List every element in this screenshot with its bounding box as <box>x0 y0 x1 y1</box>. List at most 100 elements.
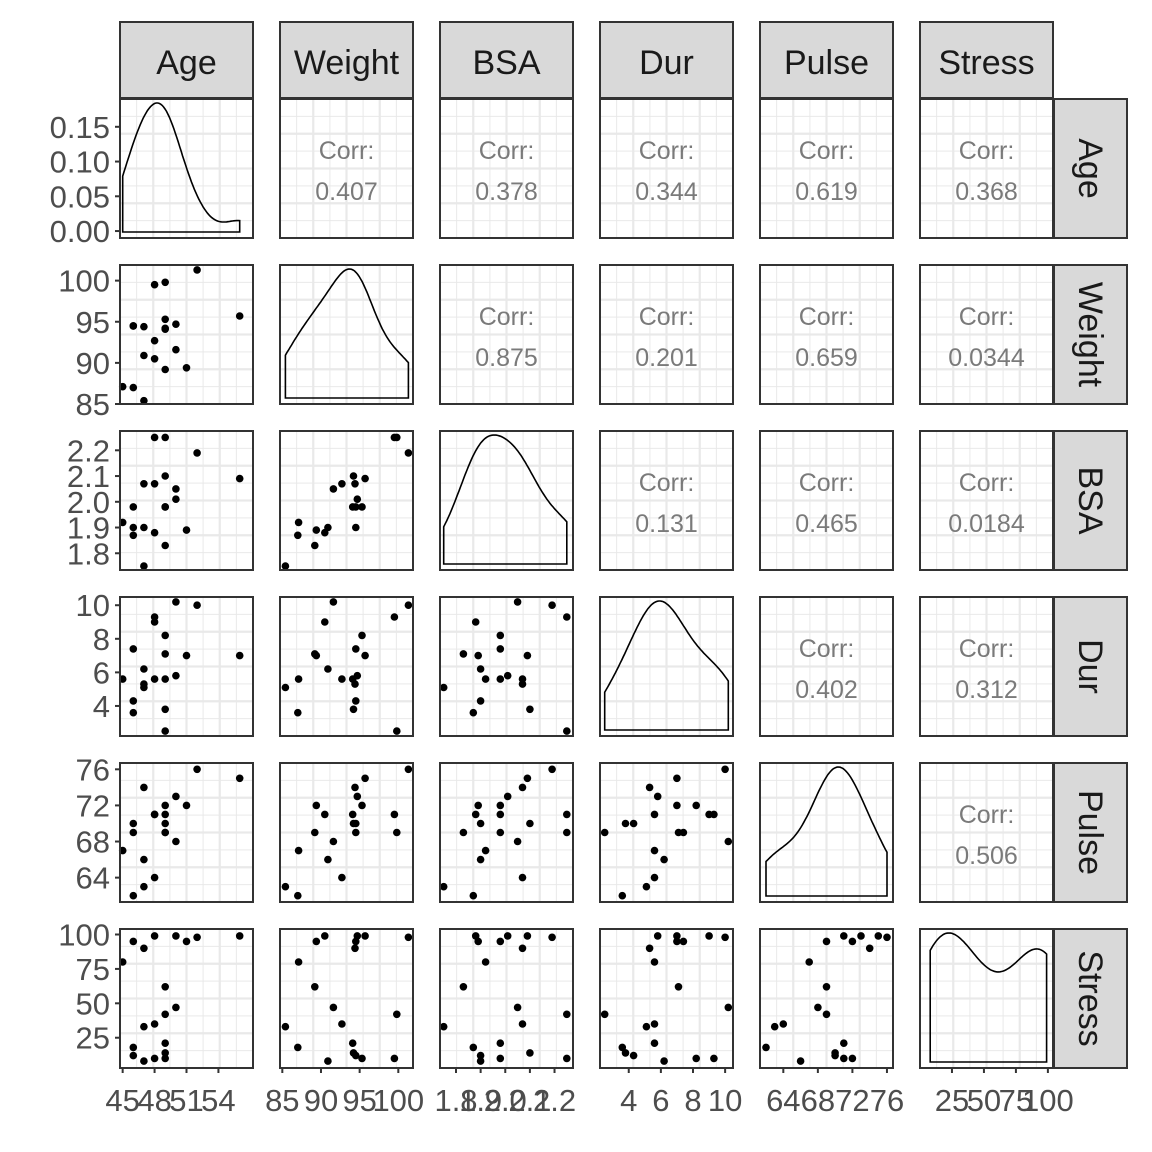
scatter-point <box>193 266 201 274</box>
scatter-point <box>770 1022 779 1031</box>
y-tick-label: 2.0 <box>67 485 110 520</box>
scatter-point <box>563 727 571 735</box>
x-tick-label: 54 <box>201 1083 235 1118</box>
scatter-point <box>172 1003 180 1012</box>
scatter-point <box>496 1039 505 1047</box>
panel-border <box>759 264 894 405</box>
scatter-point <box>161 631 169 640</box>
x-tick-label: 1.9 <box>459 1083 502 1118</box>
corr-label: Corr: <box>639 469 695 497</box>
corr-value: 0.0344 <box>948 344 1025 372</box>
scatter-point <box>161 1039 169 1047</box>
panel-border <box>119 596 254 737</box>
y-tick-label: 0.00 <box>50 214 110 249</box>
scatter-point <box>294 891 302 900</box>
scatter-point <box>358 631 366 640</box>
panel-stress-age <box>118 928 254 1069</box>
scatter-point <box>653 792 662 801</box>
scatter-point <box>358 503 366 511</box>
facet-panels: Corr: 0.407 Corr: 0.378 Corr: 0.344 Corr: 0.619… <box>118 98 1054 1069</box>
scatter-point <box>439 683 448 692</box>
panel-border <box>279 928 414 1069</box>
panel-border <box>279 430 414 571</box>
scatter-point <box>523 651 532 660</box>
scatter-point <box>129 708 138 717</box>
scatter-point <box>161 801 169 810</box>
scatter-point <box>476 697 485 705</box>
scatter-point <box>349 472 358 480</box>
scatter-point <box>496 828 505 837</box>
panel-dur-dur <box>599 596 734 737</box>
scatter-point <box>161 472 169 480</box>
scatter-point <box>129 1051 138 1060</box>
panel-border <box>919 98 1054 239</box>
scatter-point <box>361 774 369 783</box>
scatter-point <box>496 645 505 653</box>
scatter-point <box>311 541 319 550</box>
corr-label: Corr: <box>959 137 1015 165</box>
y-tick-label: 6 <box>93 655 110 690</box>
scatter-point <box>474 651 483 660</box>
scatter-point <box>140 1022 148 1031</box>
scatter-point <box>129 531 138 540</box>
panel-border <box>439 98 574 239</box>
y-tick-label: 0.10 <box>50 145 110 180</box>
panel-pulse-stress: Corr: 0.506 <box>919 762 1054 903</box>
scatter-point <box>352 937 360 946</box>
scatter-point <box>404 933 413 942</box>
scatter-point <box>235 932 244 940</box>
panel-border <box>919 264 1054 405</box>
scatter-point <box>459 828 468 837</box>
scatter-point <box>762 1043 770 1052</box>
density-curve-dur <box>603 600 730 731</box>
scatter-point <box>439 882 448 891</box>
scatter-point <box>161 503 169 511</box>
scatter-point <box>129 322 138 330</box>
panel-bsa-age <box>118 430 254 571</box>
scatter-point <box>349 705 358 714</box>
x-tick-label: 2.2 <box>533 1083 576 1118</box>
corr-label: Corr: <box>319 137 375 165</box>
scatter-point <box>172 792 180 801</box>
scatter-point <box>469 708 478 717</box>
scatter-point <box>129 819 138 828</box>
scatter-point <box>481 675 490 683</box>
scatter-point <box>393 828 401 837</box>
scatter-point <box>182 364 191 372</box>
panel-border <box>919 596 1054 737</box>
strip-right-pulse-box <box>1053 762 1128 903</box>
scatter-point <box>679 828 688 837</box>
scatter-point <box>600 828 609 837</box>
scatter-point <box>439 1022 448 1031</box>
strip-right-dur-box <box>1053 596 1128 737</box>
scatter-point <box>348 1039 357 1047</box>
corr-value: 0.619 <box>795 178 858 206</box>
scatter-point <box>281 1022 290 1031</box>
scatter-point <box>294 518 303 527</box>
scatter-point <box>840 1039 848 1047</box>
scatter-point <box>235 474 244 483</box>
panel-border <box>599 762 734 903</box>
scatter-point <box>645 783 654 792</box>
scatter-point <box>311 983 319 991</box>
scatter-point <box>182 937 191 946</box>
panel-border <box>439 264 574 405</box>
scatter-point <box>140 882 148 891</box>
corr-value: 0.402 <box>795 676 858 704</box>
scatter-point <box>618 891 627 900</box>
corr-label: Corr: <box>639 303 695 331</box>
scatter-point <box>692 1054 700 1063</box>
scatter-point <box>140 680 148 688</box>
scatter-point <box>351 480 359 488</box>
scatter-point <box>161 828 169 837</box>
scatter-point <box>721 765 729 774</box>
scatter-point <box>459 650 468 658</box>
panel-border <box>599 264 734 405</box>
y-tick-label: 64 <box>76 861 110 896</box>
panel-border <box>759 596 894 737</box>
corr-value: 0.368 <box>955 178 1018 206</box>
scatter-point <box>476 665 485 673</box>
scatter-point <box>779 1020 788 1028</box>
scatter-point <box>796 1057 805 1065</box>
corr-label: Corr: <box>799 303 855 331</box>
